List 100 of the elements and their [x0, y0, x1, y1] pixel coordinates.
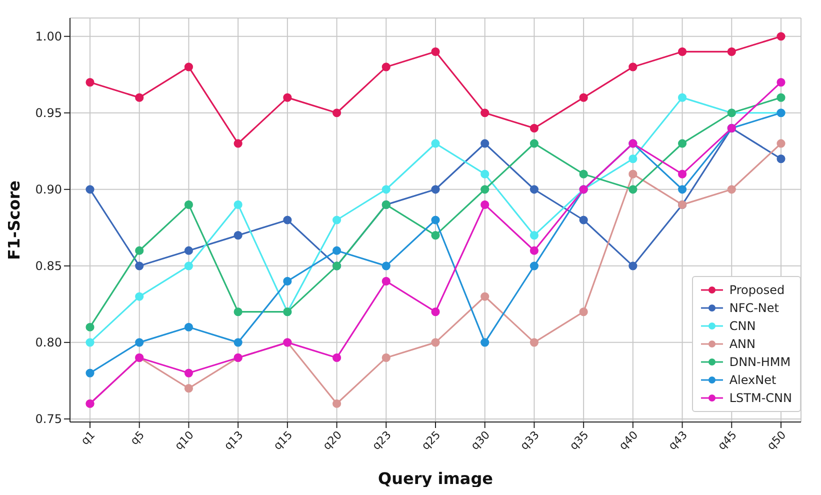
point: [86, 322, 94, 332]
point: [234, 308, 242, 316]
point: [382, 353, 390, 362]
point: [431, 308, 440, 316]
point: [678, 139, 687, 148]
y-tick-label: 0.75: [35, 412, 62, 426]
x-tick-label: q1: [78, 428, 98, 448]
point: [628, 154, 638, 164]
point: [382, 62, 390, 72]
y-tick-label: 1.00: [35, 30, 62, 44]
point: [480, 139, 490, 148]
point: [184, 200, 194, 209]
point: [184, 62, 194, 72]
x-tick-label: q30: [468, 428, 492, 452]
point: [332, 399, 342, 408]
point: [332, 246, 342, 255]
point: [579, 308, 588, 316]
point: [431, 231, 440, 240]
legend-label: LSTM-CNN: [729, 390, 792, 407]
point: [727, 185, 736, 194]
point: [678, 185, 687, 194]
x-tick-label: q5: [128, 428, 147, 448]
point: [480, 108, 490, 118]
point: [678, 47, 687, 56]
point: [135, 246, 144, 255]
point: [579, 93, 588, 102]
legend-label: CNN: [729, 318, 756, 335]
point: [283, 93, 292, 102]
point: [135, 292, 144, 301]
legend-label: NFC-Net: [729, 300, 779, 317]
point: [776, 78, 786, 87]
x-tick-label: q33: [518, 428, 542, 452]
point: [776, 93, 786, 102]
point: [283, 216, 292, 224]
x-tick-label: q25: [419, 428, 444, 452]
point: [431, 139, 440, 148]
point: [530, 124, 539, 132]
point: [86, 78, 94, 87]
point: [234, 231, 242, 240]
point: [184, 262, 194, 270]
point: [530, 262, 539, 270]
legend-label: AlexNet: [729, 372, 776, 389]
point: [234, 338, 242, 347]
point: [86, 185, 94, 194]
point: [86, 338, 94, 347]
point: [234, 200, 242, 209]
legend-label: DNN-HMM: [729, 354, 791, 371]
point: [579, 216, 588, 224]
x-tick-label: q50: [764, 428, 789, 452]
point: [530, 246, 539, 255]
point: [431, 185, 440, 194]
x-tick-label: q15: [271, 428, 296, 452]
point: [776, 154, 786, 164]
point: [480, 170, 490, 178]
point: [135, 338, 144, 347]
point: [332, 353, 342, 362]
point: [431, 216, 440, 224]
point: [283, 276, 292, 286]
x-tick-label: q23: [370, 428, 394, 452]
point: [332, 108, 342, 118]
point: [86, 368, 94, 378]
x-tick-label: q35: [567, 428, 592, 452]
x-tick-label: q40: [616, 428, 641, 452]
point: [530, 185, 539, 194]
point: [382, 276, 390, 286]
point: [184, 322, 194, 332]
point: [628, 62, 638, 72]
point: [431, 338, 440, 347]
x-tick-label: q13: [222, 428, 246, 452]
point: [332, 216, 342, 224]
point: [184, 368, 194, 378]
point: [628, 262, 638, 270]
point: [530, 139, 539, 148]
point: [530, 338, 539, 347]
point: [184, 246, 194, 255]
point: [628, 170, 638, 178]
point: [776, 139, 786, 148]
x-tick-label: q20: [320, 428, 344, 452]
y-tick-label: 0.95: [35, 106, 62, 120]
point: [480, 200, 490, 209]
legend-label: Proposed: [729, 282, 785, 299]
point: [184, 384, 194, 393]
point: [135, 93, 144, 102]
point: [530, 231, 539, 240]
point: [727, 47, 736, 56]
point: [431, 47, 440, 56]
point: [579, 170, 588, 178]
point: [135, 262, 144, 270]
x-tick-label: q10: [172, 428, 196, 452]
point: [234, 139, 242, 148]
point: [480, 292, 490, 301]
y-tick-label: 0.90: [35, 182, 62, 197]
y-tick-label: 0.85: [35, 259, 62, 274]
point: [382, 185, 390, 194]
legend-label: ANN: [729, 336, 756, 353]
point: [480, 185, 490, 194]
point: [776, 32, 786, 41]
x-tick-label: q45: [715, 428, 740, 452]
y-tick-label: 0.80: [35, 336, 62, 350]
point: [628, 185, 638, 194]
